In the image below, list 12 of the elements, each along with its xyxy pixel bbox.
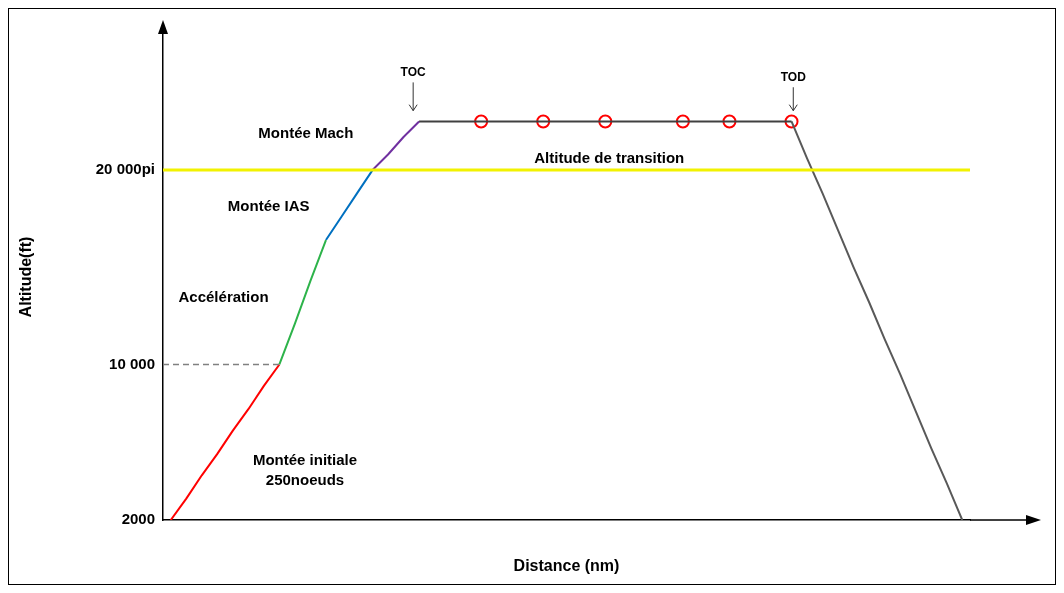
y-tick-label: 20 000pi bbox=[95, 160, 155, 178]
ref-line-label: Altitude de transition bbox=[534, 148, 685, 166]
annotation: TOC bbox=[400, 64, 427, 79]
annotation: Montée Mach bbox=[258, 124, 354, 142]
y-tick-label: 10 000 bbox=[109, 354, 155, 372]
annotation: TOD bbox=[780, 69, 807, 84]
annotation: Accélération bbox=[178, 288, 269, 306]
y-tick-label: 2000 bbox=[121, 510, 155, 528]
annotation: Montée IAS bbox=[227, 197, 310, 215]
x-axis-title: Distance (nm) bbox=[513, 556, 620, 574]
y-axis-title: Altitude(ft) bbox=[17, 236, 35, 318]
annotation: Montée initiale 250noeuds bbox=[252, 451, 358, 489]
